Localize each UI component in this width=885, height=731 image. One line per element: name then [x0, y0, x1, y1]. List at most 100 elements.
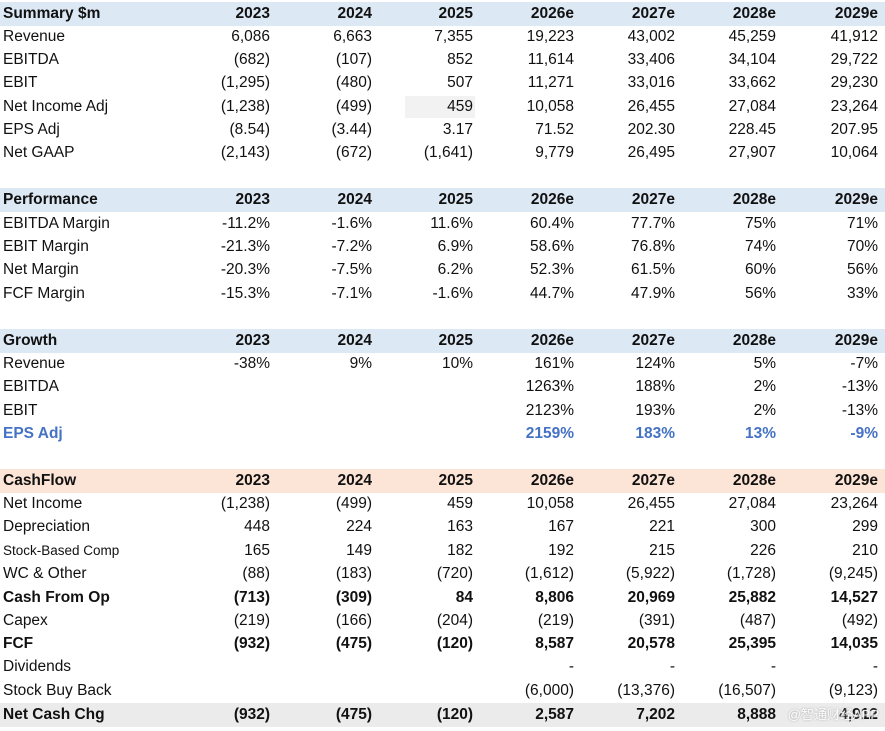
summary-col-2025: 2025: [438, 5, 473, 22]
table-row: Net Income Adj (1,238) (499) 459 10,058 …: [0, 95, 885, 119]
cell-value: 20,578: [627, 635, 675, 652]
table-row: Capex (219) (166) (204) (219) (391) (487…: [0, 609, 885, 633]
table-row-subtotal: Cash From Op (713) (309) 84 8,806 20,969…: [0, 586, 885, 610]
cell-value: 34,104: [728, 51, 776, 68]
cell-value: 2123%: [525, 402, 574, 419]
cell-value: 43,002: [627, 28, 675, 45]
cell-value: 6,663: [333, 28, 372, 45]
cell-value: 228.45: [728, 121, 776, 138]
row-label: Net Cash Chg: [3, 706, 105, 723]
table-row: EPS Adj (8.54) (3.44) 3.17 71.52 202.30 …: [0, 118, 885, 142]
table-row-highlight: EPS Adj 2159% 183% 13% -9%: [0, 422, 885, 446]
cell-value: (107): [335, 51, 372, 68]
cell-value: 10,064: [830, 144, 878, 161]
cell-value: 56%: [846, 261, 878, 278]
cell-value: 75%: [744, 215, 776, 232]
row-label: EBITDA: [3, 378, 59, 395]
cell-value: (204): [436, 612, 473, 629]
cell-value: 6.9%: [437, 238, 473, 255]
table-row: EBIT 2123% 193% 2% -13%: [0, 399, 885, 423]
cell-value: (309): [335, 589, 372, 606]
cell-value: [272, 375, 372, 399]
table-row: EBITDA 1263% 188% 2% -13%: [0, 375, 885, 399]
growth-col-2024: 2024: [337, 332, 372, 349]
cell-value: 182: [447, 542, 473, 559]
cashflow-col-2029e: 2029e: [834, 472, 878, 489]
performance-title: Performance: [3, 191, 98, 208]
cell-value: 70%: [846, 238, 878, 255]
cell-value: (5,922): [625, 565, 675, 582]
cell-value: (6,000): [524, 682, 574, 699]
cell-value: 226: [750, 542, 776, 559]
cell-value: (682): [233, 51, 270, 68]
cell-value: (120): [436, 706, 473, 723]
cell-value: -1.6%: [432, 285, 474, 302]
table-row: EBIT Margin -21.3% -7.2% 6.9% 58.6% 76.8…: [0, 235, 885, 259]
row-label: Revenue: [3, 355, 66, 372]
row-label: Stock-Based Comp: [3, 543, 120, 558]
cell-value: 26,455: [627, 98, 675, 115]
table-row-total: Net Cash Chg (932) (475) (120) 2,587 7,2…: [0, 703, 885, 727]
summary-col-2027e: 2027e: [631, 5, 675, 22]
cell-value: (492): [841, 612, 878, 629]
summary-header-row: Summary $m 2023 2024 2025 2026e 2027e 20…: [0, 2, 885, 26]
cell-value: [170, 375, 270, 399]
row-label: EBITDA Margin: [3, 215, 110, 232]
summary-col-2028e: 2028e: [732, 5, 776, 22]
cell-highlight-2025-net-income: [405, 96, 475, 118]
cell-value: 202.30: [627, 121, 675, 138]
cell-value: 74%: [744, 238, 776, 255]
row-label: EPS Adj: [3, 121, 60, 138]
cell-value: [170, 679, 270, 703]
cell-value: 45,259: [728, 28, 776, 45]
cell-value: 27,907: [728, 144, 776, 161]
row-label: Cash From Op: [3, 589, 110, 606]
cell-value: (720): [436, 565, 473, 582]
cell-value: -7.5%: [331, 261, 373, 278]
growth-header-row: Growth 2023 2024 2025 2026e 2027e 2028e …: [0, 329, 885, 353]
cell-value: 2159%: [525, 425, 574, 442]
cell-value: 41,912: [830, 28, 878, 45]
performance-col-2028e: 2028e: [732, 191, 776, 208]
cell-value: -: [872, 658, 878, 675]
cell-value: [373, 655, 473, 679]
cell-value: (9,123): [828, 682, 878, 699]
cell-value: (1,295): [220, 74, 270, 91]
cell-value: (1,238): [220, 98, 270, 115]
cell-value: [170, 422, 270, 446]
cell-value: 448: [244, 518, 270, 535]
table-row-subtotal: FCF (932) (475) (120) 8,587 20,578 25,39…: [0, 632, 885, 656]
cashflow-col-2023: 2023: [235, 472, 270, 489]
performance-col-2027e: 2027e: [631, 191, 675, 208]
cell-value: 61.5%: [631, 261, 675, 278]
cashflow-col-2025: 2025: [438, 472, 473, 489]
cell-value: 19,223: [526, 28, 574, 45]
cell-value: 11,614: [527, 51, 574, 68]
cell-value: (16,507): [718, 682, 776, 699]
cell-value: (219): [537, 612, 574, 629]
cell-value: 1263%: [525, 378, 574, 395]
table-row: FCF Margin -15.3% -7.1% -1.6% 44.7% 47.9…: [0, 282, 885, 306]
cell-value: 27,084: [728, 98, 776, 115]
cell-value: 47.9%: [631, 285, 675, 302]
cell-value: (1,728): [726, 565, 776, 582]
row-label: EBITDA: [3, 51, 59, 68]
table-row: Dividends - - - -: [0, 655, 885, 679]
performance-col-2029e: 2029e: [834, 191, 878, 208]
table-row: Net Margin -20.3% -7.5% 6.2% 52.3% 61.5%…: [0, 258, 885, 282]
cell-value: -: [568, 658, 574, 675]
cell-value: -11.2%: [222, 215, 270, 232]
table-row: Revenue -38% 9% 10% 161% 124% 5% -7%: [0, 352, 885, 376]
cell-value: 852: [447, 51, 473, 68]
cell-value: 20,969: [627, 589, 675, 606]
cell-value: [170, 399, 270, 423]
cell-value: 56%: [744, 285, 776, 302]
cell-value: 149: [346, 542, 372, 559]
cell-value: 188%: [635, 378, 675, 395]
cell-value: 161%: [534, 355, 574, 372]
cell-value: 26,495: [627, 144, 675, 161]
growth-col-2023: 2023: [235, 332, 270, 349]
cashflow-col-2027e: 2027e: [631, 472, 675, 489]
cell-value: -9%: [850, 425, 878, 442]
cell-value: -: [770, 658, 776, 675]
